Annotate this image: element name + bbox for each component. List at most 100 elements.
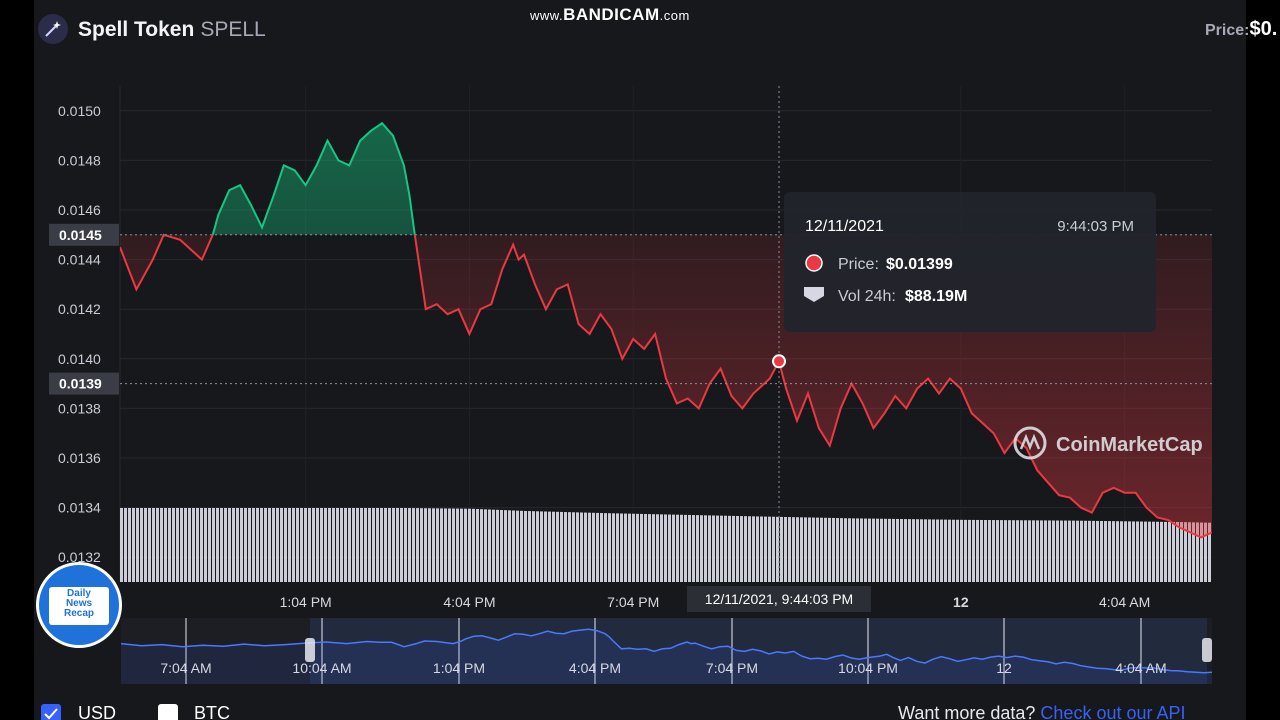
navigator-tick-label: 12 (996, 660, 1012, 676)
volume-bar (560, 511, 563, 582)
volume-bar (564, 512, 567, 582)
navigator-handle[interactable] (1202, 638, 1212, 662)
volume-bar (768, 516, 771, 582)
volume-bar (176, 508, 179, 582)
volume-bar (920, 519, 923, 582)
volume-bar (516, 510, 519, 582)
volume-bar (1016, 520, 1019, 582)
volume-diamond-icon (804, 287, 824, 302)
token-name: Spell Token (78, 18, 195, 41)
tooltip-vol-value: $88.19M (905, 288, 967, 305)
volume-bar (236, 508, 239, 582)
volume-bar (224, 508, 227, 582)
y-tick-label: 0.0138 (58, 400, 101, 416)
navigator-handle[interactable] (305, 638, 315, 662)
volume-bar (624, 513, 627, 582)
volume-bar (540, 511, 543, 582)
tooltip-price-label: Price: (838, 256, 879, 273)
volume-bar (484, 509, 487, 582)
volume-bar (1112, 521, 1115, 582)
volume-bar (736, 516, 739, 582)
x-tick-label: 4:04 PM (443, 594, 495, 610)
daily-news-recap-badge[interactable]: Daily News Recap (36, 562, 122, 648)
volume-bar (376, 508, 379, 582)
api-link[interactable]: Check out our API (1040, 703, 1186, 720)
price-chart[interactable]: 0.0150 0.0148 0.0146 0.0144 0.0142 0.0140 0.01… (0, 0, 1280, 700)
y-tick-label: 0.0146 (58, 202, 101, 218)
volume-bar (680, 514, 683, 582)
volume-bar (948, 519, 951, 582)
badge-line-2: News (65, 598, 93, 609)
x-tick-label: 1:04 PM (280, 594, 332, 610)
volume-bar (480, 509, 483, 582)
volume-bar (1192, 522, 1195, 582)
volume-bar (164, 508, 167, 582)
volume-bar (184, 508, 187, 582)
y-tick-label: 0.0132 (58, 549, 101, 565)
volume-bar (1004, 520, 1007, 582)
price-value: $0. (1249, 18, 1278, 40)
marker-tag (49, 223, 119, 246)
volume-bar (1052, 520, 1055, 582)
volume-bar (340, 508, 343, 582)
y-tick-label: 0.0134 (58, 500, 101, 516)
usd-checkbox[interactable] (41, 704, 61, 720)
volume-bar (1168, 521, 1171, 582)
volume-bar (140, 508, 143, 582)
volume-bar (144, 508, 147, 582)
volume-bar (168, 508, 171, 582)
volume-bar (604, 513, 607, 582)
volume-bar (756, 516, 759, 582)
volume-bar (820, 517, 823, 582)
volume-bar (1080, 520, 1083, 582)
cmc-logo-mark (1019, 433, 1041, 451)
volume-bar (392, 508, 395, 582)
volume-bar (832, 517, 835, 582)
volume-bar (928, 519, 931, 582)
volume-bar (476, 509, 479, 582)
volume-bar (292, 508, 295, 582)
tooltip-time: 9:44:03 PM (1057, 218, 1134, 235)
volume-bar (456, 508, 459, 582)
volume-bar (496, 509, 499, 582)
volume-bar (760, 516, 763, 582)
volume-bar (528, 511, 531, 582)
volume-bar (940, 519, 943, 582)
tooltip-price-value: $0.01399 (886, 256, 953, 273)
btc-checkbox[interactable] (158, 704, 178, 720)
volume-bar (200, 508, 203, 582)
btc-label[interactable]: BTC (194, 703, 230, 720)
volume-bar (1140, 521, 1143, 582)
volume-bar (1200, 522, 1203, 582)
volume-bar (608, 513, 611, 582)
price-tooltip: 12/11/2021 9:44:03 PM Price: $0.01399 Vol 24… (784, 192, 1156, 332)
volume-bar (304, 508, 307, 582)
volume-bar (1172, 521, 1175, 582)
volume-bar (152, 508, 155, 582)
volume-bar (1152, 521, 1155, 582)
volume-bar (664, 514, 667, 582)
volume-bar (712, 515, 715, 582)
volume-bar (260, 508, 263, 582)
volume-bar (548, 511, 551, 582)
volume-bar (764, 516, 767, 582)
volume-bar (772, 516, 775, 582)
volume-bar (1028, 520, 1031, 582)
volume-bar (740, 516, 743, 582)
volume-bar (192, 508, 195, 582)
volume-bar (380, 508, 383, 582)
volume-bar (668, 514, 671, 582)
volume-bar (1036, 520, 1039, 582)
volume-bar (652, 514, 655, 582)
volume-bar (492, 509, 495, 582)
volume-bar (1024, 520, 1027, 582)
navigator-tick-label: 1:04 PM (433, 660, 485, 676)
hover-point (772, 354, 787, 369)
navigator-tick-label: 4:04 PM (569, 660, 621, 676)
usd-label[interactable]: USD (78, 703, 117, 720)
navigator-tick-label: 4:04 AM (1115, 660, 1166, 676)
volume-bar (1092, 520, 1095, 582)
volume-bar (316, 508, 319, 582)
volume-bar (1164, 521, 1167, 582)
volume-bar (688, 514, 691, 582)
